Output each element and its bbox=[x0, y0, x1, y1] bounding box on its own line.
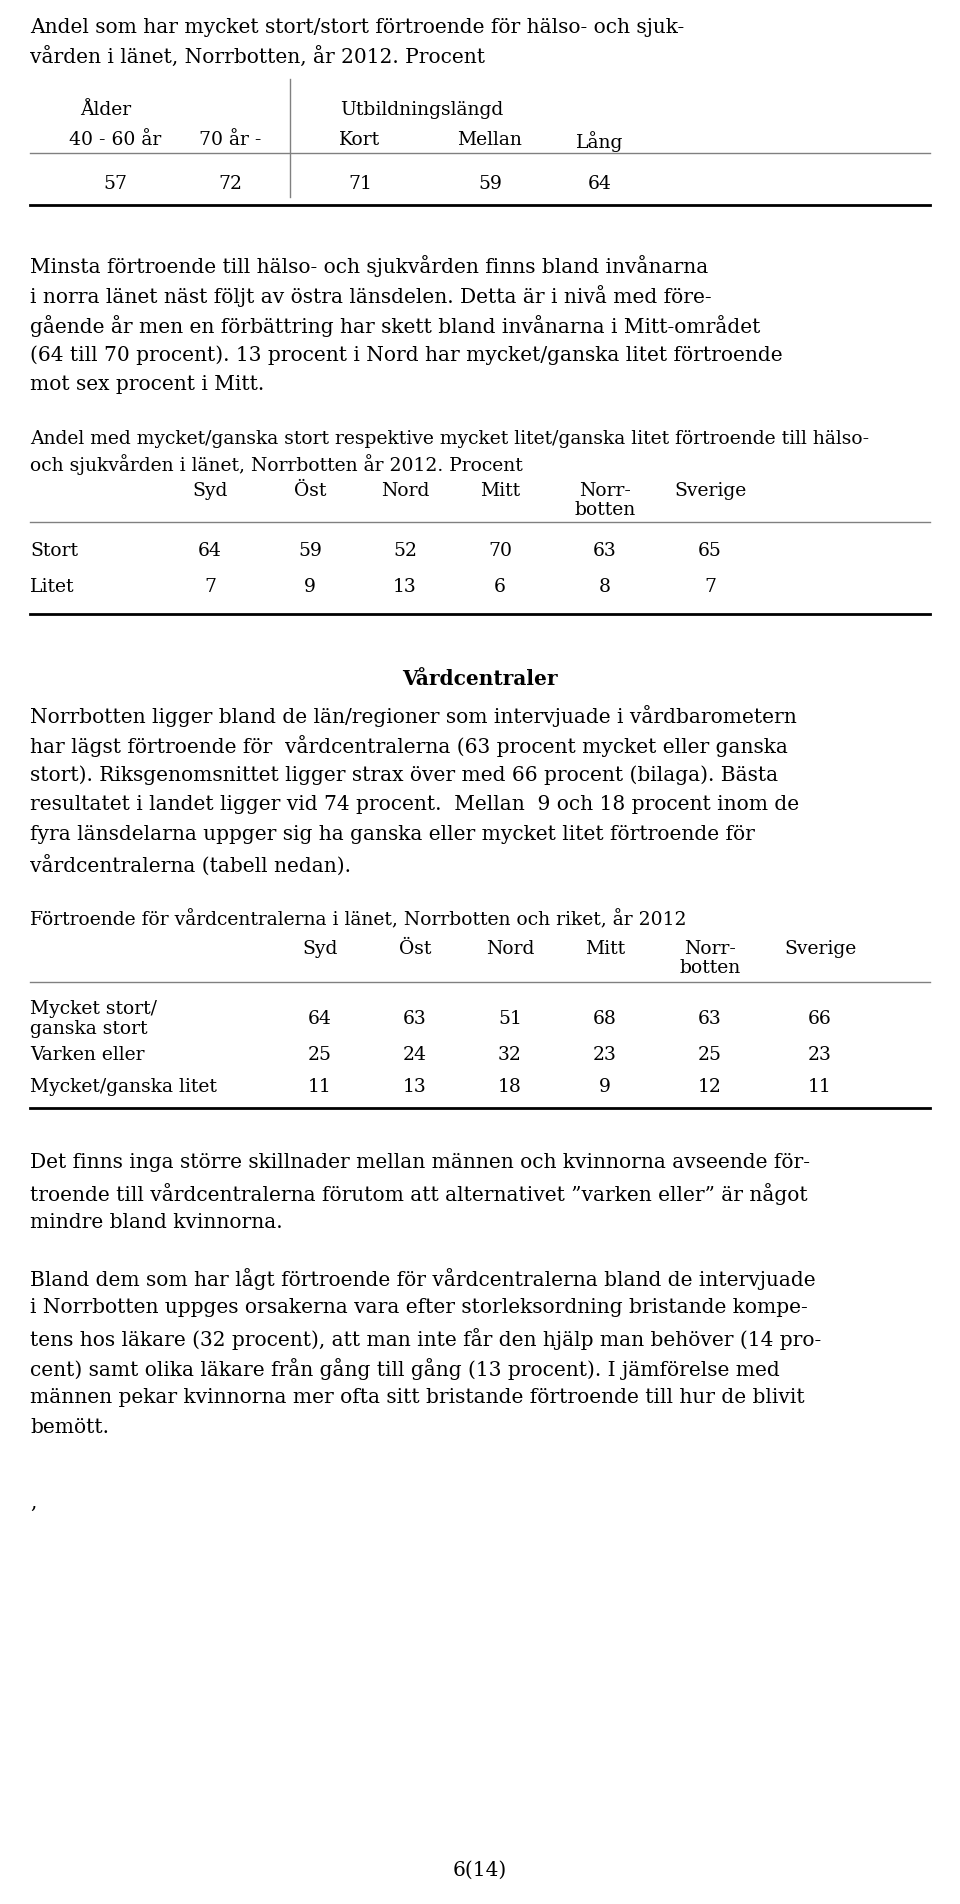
Text: Ålder: Ålder bbox=[80, 101, 132, 118]
Text: Det finns inga större skillnader mellan männen och kvinnorna avseende för-: Det finns inga större skillnader mellan … bbox=[30, 1154, 810, 1173]
Text: 71: 71 bbox=[348, 175, 372, 192]
Text: i Norrbotten uppges orsakerna vara efter storleksordning bristande kompe-: i Norrbotten uppges orsakerna vara efter… bbox=[30, 1299, 807, 1318]
Text: Varken eller: Varken eller bbox=[30, 1045, 145, 1064]
Text: (64 till 70 procent). 13 procent i Nord har mycket/ganska litet förtroende: (64 till 70 procent). 13 procent i Nord … bbox=[30, 345, 782, 366]
Text: 57: 57 bbox=[103, 175, 127, 192]
Text: Lång: Lång bbox=[576, 131, 624, 152]
Text: 9: 9 bbox=[599, 1078, 611, 1097]
Text: Bland dem som har lågt förtroende för vårdcentralerna bland de intervjuade: Bland dem som har lågt förtroende för vå… bbox=[30, 1268, 816, 1291]
Text: Öst: Öst bbox=[294, 482, 326, 501]
Text: 59: 59 bbox=[298, 543, 322, 560]
Text: 6(14): 6(14) bbox=[453, 1860, 507, 1879]
Text: 70 år -: 70 år - bbox=[199, 131, 261, 149]
Text: 18: 18 bbox=[498, 1078, 522, 1097]
Text: 13: 13 bbox=[394, 579, 417, 596]
Text: 23: 23 bbox=[808, 1045, 832, 1064]
Text: botten: botten bbox=[574, 501, 636, 520]
Text: männen pekar kvinnorna mer ofta sitt bristande förtroende till hur de blivit: männen pekar kvinnorna mer ofta sitt bri… bbox=[30, 1388, 804, 1407]
Text: fyra länsdelarna uppger sig ha ganska eller mycket litet förtroende för: fyra länsdelarna uppger sig ha ganska el… bbox=[30, 824, 755, 843]
Text: bemött.: bemött. bbox=[30, 1418, 109, 1438]
Text: Norrbotten ligger bland de län/regioner som intervjuade i vårdbarometern: Norrbotten ligger bland de län/regioner … bbox=[30, 704, 797, 727]
Text: Förtroende för vårdcentralerna i länet, Norrbotten och riket, år 2012: Förtroende för vårdcentralerna i länet, … bbox=[30, 910, 686, 929]
Text: Syd: Syd bbox=[302, 941, 338, 958]
Text: Norr-: Norr- bbox=[579, 482, 631, 501]
Text: gående år men en förbättring har skett bland invånarna i Mitt-området: gående år men en förbättring har skett b… bbox=[30, 314, 760, 337]
Text: cent) samt olika läkare från gång till gång (13 procent). I jämförelse med: cent) samt olika läkare från gång till g… bbox=[30, 1358, 780, 1380]
Text: vårdcentralerna (tabell nedan).: vårdcentralerna (tabell nedan). bbox=[30, 855, 351, 876]
Text: tens hos läkare (32 procent), att man inte får den hjälp man behöver (14 pro-: tens hos läkare (32 procent), att man in… bbox=[30, 1327, 821, 1350]
Text: Andel som har mycket stort/stort förtroende för hälso- och sjuk-: Andel som har mycket stort/stort förtroe… bbox=[30, 17, 684, 36]
Text: 9: 9 bbox=[304, 579, 316, 596]
Text: 12: 12 bbox=[698, 1078, 722, 1097]
Text: 63: 63 bbox=[403, 1009, 427, 1028]
Text: Sverige: Sverige bbox=[674, 482, 746, 501]
Text: 70: 70 bbox=[488, 543, 512, 560]
Text: Utbildningslängd: Utbildningslängd bbox=[340, 101, 503, 118]
Text: Stort: Stort bbox=[30, 543, 78, 560]
Text: 6: 6 bbox=[494, 579, 506, 596]
Text: Mellan: Mellan bbox=[458, 131, 522, 149]
Text: 25: 25 bbox=[698, 1045, 722, 1064]
Text: Mycket/ganska litet: Mycket/ganska litet bbox=[30, 1078, 217, 1097]
Text: Mitt: Mitt bbox=[480, 482, 520, 501]
Text: 8: 8 bbox=[599, 579, 611, 596]
Text: 63: 63 bbox=[593, 543, 617, 560]
Text: Mycket stort/: Mycket stort/ bbox=[30, 1000, 157, 1019]
Text: Litet: Litet bbox=[30, 579, 75, 596]
Text: 7: 7 bbox=[204, 579, 216, 596]
Text: Öst: Öst bbox=[398, 941, 431, 958]
Text: och sjukvården i länet, Norrbotten år 2012. Procent: och sjukvården i länet, Norrbotten år 20… bbox=[30, 453, 523, 474]
Text: 25: 25 bbox=[308, 1045, 332, 1064]
Text: troende till vårdcentralerna förutom att alternativet ”varken eller” är något: troende till vårdcentralerna förutom att… bbox=[30, 1182, 807, 1205]
Text: Andel med mycket/ganska stort respektive mycket litet/ganska litet förtroende ti: Andel med mycket/ganska stort respektive… bbox=[30, 430, 869, 447]
Text: Nord: Nord bbox=[486, 941, 534, 958]
Text: 11: 11 bbox=[308, 1078, 332, 1097]
Text: 65: 65 bbox=[698, 543, 722, 560]
Text: 52: 52 bbox=[393, 543, 417, 560]
Text: 59: 59 bbox=[478, 175, 502, 192]
Text: ganska stort: ganska stort bbox=[30, 1021, 148, 1038]
Text: botten: botten bbox=[680, 960, 740, 977]
Text: 64: 64 bbox=[588, 175, 612, 192]
Text: 40 - 60 år: 40 - 60 år bbox=[69, 131, 161, 149]
Text: 11: 11 bbox=[808, 1078, 832, 1097]
Text: 13: 13 bbox=[403, 1078, 427, 1097]
Text: Nord: Nord bbox=[381, 482, 429, 501]
Text: 7: 7 bbox=[704, 579, 716, 596]
Text: 24: 24 bbox=[403, 1045, 427, 1064]
Text: i norra länet näst följt av östra länsdelen. Detta är i nivå med före-: i norra länet näst följt av östra länsde… bbox=[30, 286, 711, 307]
Text: 64: 64 bbox=[198, 543, 222, 560]
Text: Sverige: Sverige bbox=[784, 941, 856, 958]
Text: Minsta förtroende till hälso- och sjukvården finns bland invånarna: Minsta förtroende till hälso- och sjukvå… bbox=[30, 255, 708, 276]
Text: 66: 66 bbox=[808, 1009, 832, 1028]
Text: Vårdcentraler: Vårdcentraler bbox=[402, 668, 558, 689]
Text: vården i länet, Norrbotten, år 2012. Procent: vården i länet, Norrbotten, år 2012. Pro… bbox=[30, 46, 485, 67]
Text: 23: 23 bbox=[593, 1045, 617, 1064]
Text: har lägst förtroende för  vårdcentralerna (63 procent mycket eller ganska: har lägst förtroende för vårdcentralerna… bbox=[30, 735, 788, 758]
Text: 32: 32 bbox=[498, 1045, 522, 1064]
Text: 51: 51 bbox=[498, 1009, 522, 1028]
Text: mot sex procent i Mitt.: mot sex procent i Mitt. bbox=[30, 375, 264, 394]
Text: 64: 64 bbox=[308, 1009, 332, 1028]
Text: Kort: Kort bbox=[340, 131, 380, 149]
Text: ,: , bbox=[30, 1493, 36, 1512]
Text: 68: 68 bbox=[593, 1009, 617, 1028]
Text: resultatet i landet ligger vid 74 procent.  Mellan  9 och 18 procent inom de: resultatet i landet ligger vid 74 procen… bbox=[30, 796, 799, 815]
Text: stort). Riksgenomsnittet ligger strax över med 66 procent (bilaga). Bästa: stort). Riksgenomsnittet ligger strax öv… bbox=[30, 765, 779, 784]
Text: 72: 72 bbox=[218, 175, 242, 192]
Text: mindre bland kvinnorna.: mindre bland kvinnorna. bbox=[30, 1213, 282, 1232]
Text: 63: 63 bbox=[698, 1009, 722, 1028]
Text: Norr-: Norr- bbox=[684, 941, 736, 958]
Text: Syd: Syd bbox=[192, 482, 228, 501]
Text: Mitt: Mitt bbox=[585, 941, 625, 958]
